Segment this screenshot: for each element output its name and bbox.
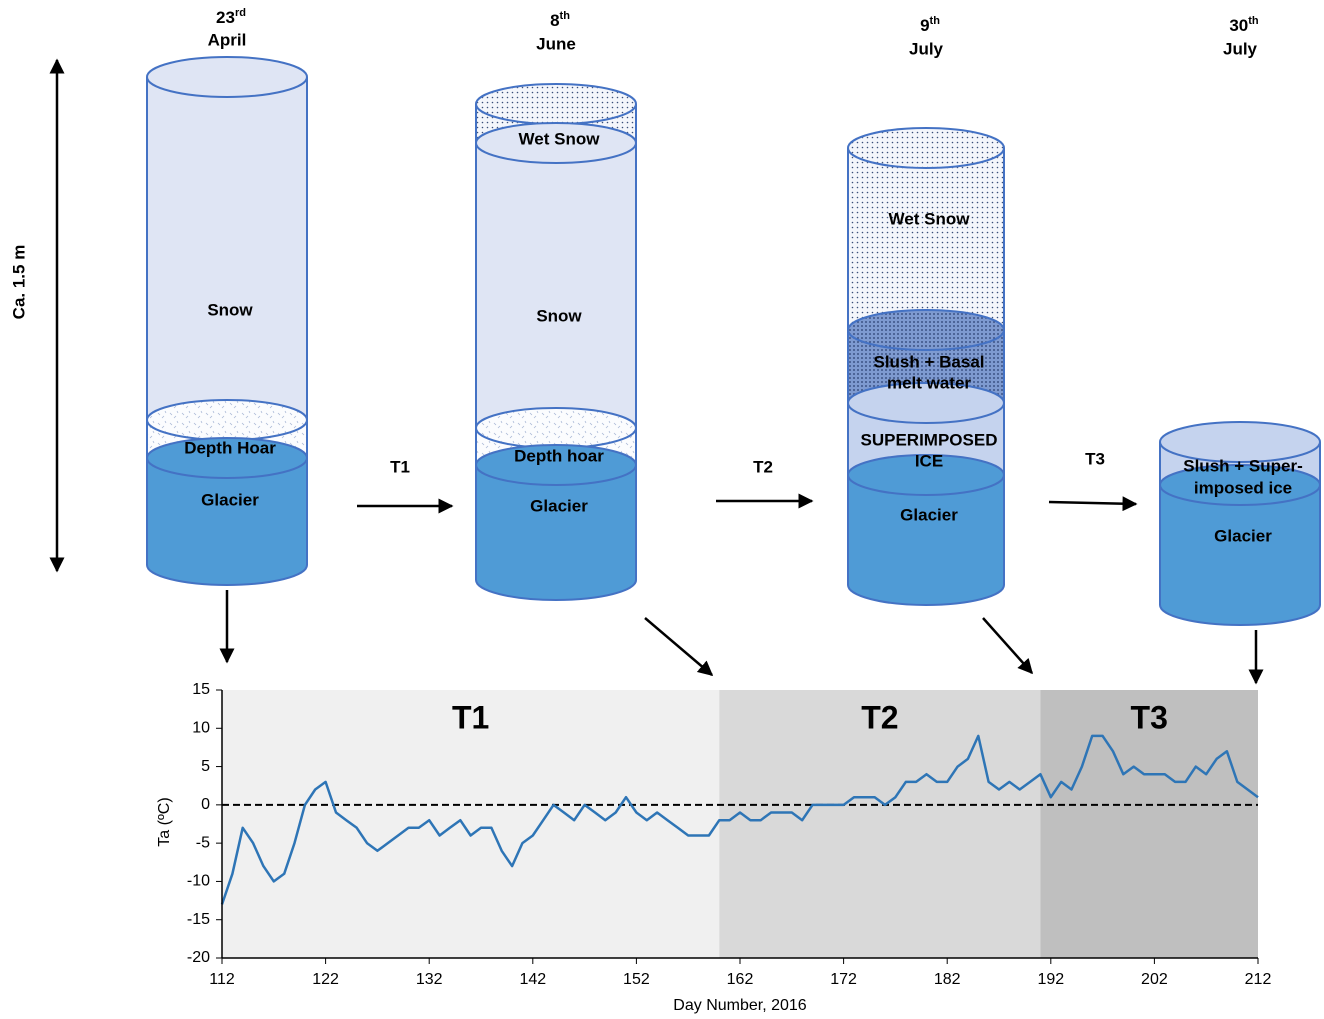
layer-label: SUPERIMPOSED: [861, 430, 998, 449]
period-label: T3: [1131, 699, 1168, 735]
y-tick-label: 5: [201, 758, 210, 775]
x-tick-label: 192: [1037, 971, 1064, 988]
cylinder-layer: [476, 143, 636, 428]
column-date: 30th: [1229, 15, 1259, 36]
date-suffix: th: [1248, 15, 1259, 27]
date-month: June: [536, 34, 576, 53]
layer-label: Glacier: [530, 496, 588, 515]
cylinder-top: [147, 400, 307, 440]
cylinder-top: [147, 57, 307, 97]
x-tick-label: 122: [312, 971, 339, 988]
x-tick-label: 172: [830, 971, 857, 988]
layer-label: Slush + Super-: [1183, 456, 1303, 475]
date-day: 8: [550, 11, 559, 30]
date-day: 9: [920, 16, 929, 35]
cylinder-top: [848, 310, 1004, 350]
date-month: July: [909, 39, 944, 58]
column-date: 8th: [550, 10, 570, 31]
layer-label: Glacier: [1214, 526, 1272, 545]
column-date: 23rd: [216, 7, 246, 28]
x-tick-label: 202: [1141, 971, 1168, 988]
y-tick-label: -5: [196, 834, 210, 851]
x-tick-label: 212: [1245, 971, 1272, 988]
layer-label: ICE: [915, 451, 943, 470]
cylinder-top: [476, 84, 636, 124]
date-day: 30: [1229, 16, 1248, 35]
transition-label: T1: [390, 457, 410, 476]
transition-label: T2: [753, 457, 773, 476]
height-label: Ca. 1.5 m: [9, 245, 28, 320]
date-suffix: rd: [235, 7, 246, 19]
cylinder-layer: [848, 148, 1004, 330]
y-tick-label: 0: [201, 796, 210, 813]
date-month: April: [208, 30, 247, 49]
layer-label: Wet Snow: [889, 209, 971, 228]
layer-label: Depth hoar: [514, 446, 604, 465]
y-tick-label: -10: [187, 873, 210, 890]
y-axis-label: Ta (ºC): [156, 797, 173, 846]
layer-label: Snow: [207, 300, 253, 319]
x-tick-label: 182: [934, 971, 961, 988]
layer-label: Glacier: [900, 505, 958, 524]
date-suffix: th: [930, 15, 941, 27]
figure: Ca. 1.5 m 23rd April Snow Depth Hoar Glacier…: [0, 0, 1324, 1019]
period-label: T1: [452, 699, 489, 735]
period-label: T2: [861, 699, 898, 735]
cylinder-layer: [147, 77, 307, 420]
date-day: 23: [216, 8, 235, 27]
cylinder-top: [848, 128, 1004, 168]
transition-arrow: [1049, 502, 1136, 504]
cylinder-top: [476, 408, 636, 448]
layer-label: Depth Hoar: [184, 438, 276, 457]
date-suffix: th: [560, 10, 571, 22]
pointer-arrow: [983, 618, 1032, 673]
y-tick-label: 10: [192, 720, 210, 737]
pointer-arrow: [645, 618, 712, 675]
layer-label: Snow: [536, 306, 582, 325]
x-tick-label: 142: [519, 971, 546, 988]
x-axis-label: Day Number, 2016: [673, 997, 807, 1014]
y-tick-label: -15: [187, 911, 210, 928]
layer-label: imposed ice: [1194, 478, 1292, 497]
layer-label: Glacier: [201, 490, 259, 509]
y-tick-label: -20: [187, 949, 210, 966]
layer-label: Wet Snow: [519, 129, 601, 148]
x-tick-label: 112: [209, 971, 235, 988]
x-tick-label: 152: [623, 971, 650, 988]
layer-label: melt water: [887, 373, 971, 392]
column-date: 9th: [920, 15, 940, 36]
y-tick-label: 15: [192, 681, 210, 698]
layer-label: Slush + Basal: [873, 352, 984, 371]
x-tick-label: 132: [416, 971, 443, 988]
x-tick-label: 162: [727, 971, 754, 988]
transition-label: T3: [1085, 449, 1105, 468]
date-month: July: [1223, 39, 1258, 58]
